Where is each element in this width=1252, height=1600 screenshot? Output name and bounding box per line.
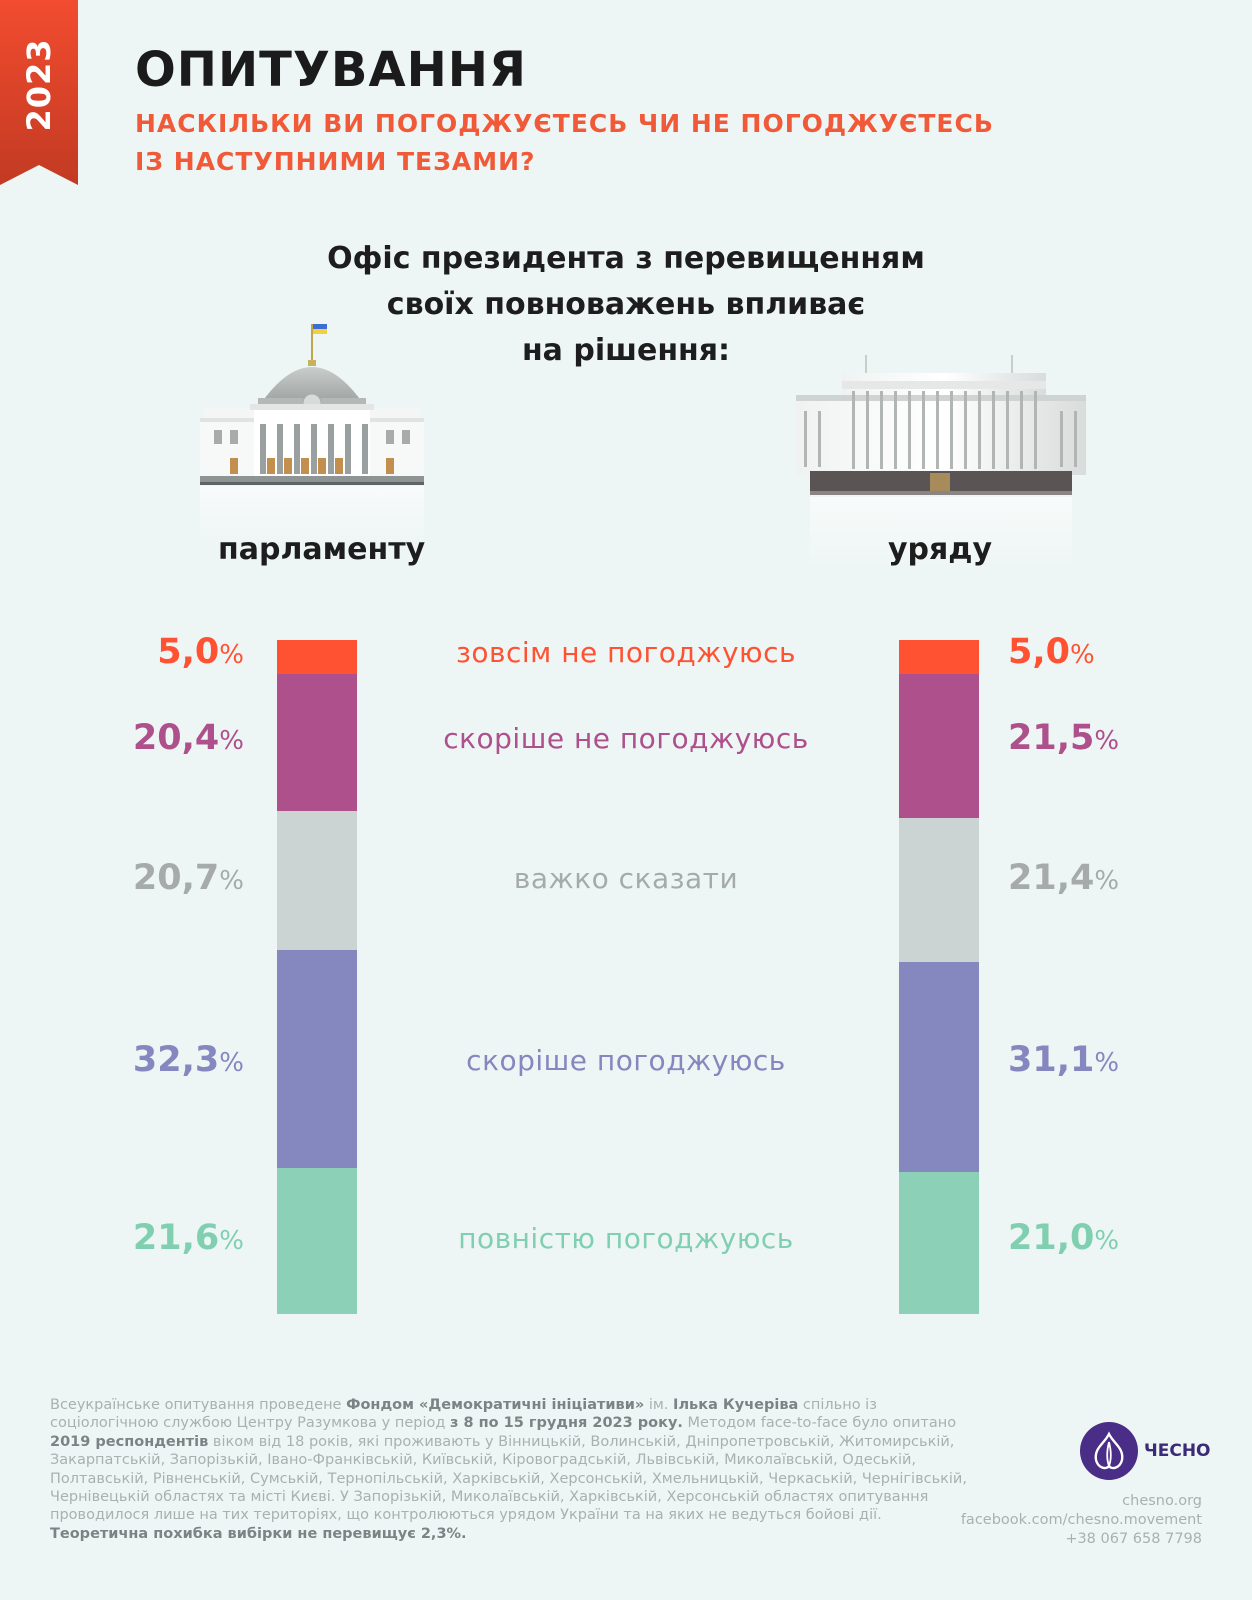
question-line-1: Офіс президента з перевищенням [327,241,925,276]
brand-site-link[interactable]: chesno.org [1122,1493,1202,1509]
category-label-rather-disagree: скоріше не погоджуюсь [443,722,809,755]
footnote-text-1: Всеукраїнське опитування проведене [50,1397,347,1413]
bar-segment-government-rather-agree [899,962,979,1173]
footnote-text-4: Методом face-to-face було опитано [682,1415,957,1432]
value-label-government-hard-to-say: 21,4% [1008,858,1120,898]
footnote-bold-1: Фондом «Демократичні ініціативи» [346,1397,645,1413]
value-label-parliament-hard-to-say: 20,7% [132,858,244,898]
question-line-3: на рішення: [521,333,731,368]
brand-name: ЧЕСНО [1144,1441,1211,1461]
value-label-parliament-rather-agree: 32,3% [132,1040,244,1080]
value-label-government-rather-agree: 31,1% [1008,1040,1120,1080]
value-label-government-strongly-disagree: 5,0% [1008,632,1095,672]
value-label-government-fully-agree: 21,0% [1008,1218,1120,1258]
value-label-government-rather-disagree: 21,5% [1008,718,1120,758]
year-label: 2023 [20,38,58,132]
subtitle-line-2: ІЗ НАСТУПНИМИ ТЕЗАМИ? [135,147,536,176]
stacked-bar-government [899,640,979,1314]
bar-segment-government-strongly-disagree [899,640,979,675]
government-building-icon [796,355,1086,567]
bar-segment-government-hard-to-say [899,818,979,964]
chesno-logo-icon [1080,1422,1138,1480]
column-title-government: уряду [888,532,993,567]
bar-segment-parliament-hard-to-say [277,810,357,951]
footnote-bold-3: з 8 по 15 грудня 2023 року. [450,1415,683,1432]
value-label-parliament-strongly-disagree: 5,0% [157,632,244,672]
year-ribbon: 2023 [0,0,78,185]
question-text: Офіс президента з перевищенням своїх пов… [226,236,1026,374]
brand-contacts: chesno.org facebook.com/chesno.movement … [961,1492,1202,1549]
brand-phone: +38 067 658 7798 [1065,1531,1202,1547]
value-label-parliament-rather-disagree: 20,4% [132,718,244,758]
category-label-fully-agree: повністю погоджуюсь [458,1222,794,1255]
page-subtitle: НАСКІЛЬКИ ВИ ПОГОДЖУЄТЕСЬ ЧИ НЕ ПОГОДЖУЄ… [135,105,1035,181]
parliament-building-icon [200,324,424,546]
category-label-rather-agree: скоріше погоджуюсь [466,1044,786,1077]
brand-facebook-link[interactable]: facebook.com/chesno.movement [960,1512,1202,1528]
value-label-parliament-fully-agree: 21,6% [132,1218,244,1258]
subtitle-line-1: НАСКІЛЬКИ ВИ ПОГОДЖУЄТЕСЬ ЧИ НЕ ПОГОДЖУЄ… [135,109,994,138]
bar-segment-parliament-strongly-disagree [277,640,357,675]
footnote-text-2: ім. [644,1397,674,1413]
page-title: ОПИТУВАННЯ [135,42,527,98]
bar-segment-parliament-fully-agree [277,1167,357,1314]
column-title-parliament: парламенту [218,532,426,567]
question-line-2: своїх повноважень впливає [386,287,866,322]
footnote-text-3: спільно із соціологічною службою Центру … [50,1397,877,1432]
footnote-bold-5: Теоретична похибка вибірки не перевищує … [50,1525,467,1542]
footnote-bold-2: Ілька Кучеріва [673,1397,799,1413]
footnote-bold-4: 2019 респондентів [50,1433,209,1450]
bar-segment-government-fully-agree [899,1171,979,1314]
category-label-hard-to-say: важко сказати [513,862,739,895]
methodology-footnote: Всеукраїнське опитування проведене Фондо… [50,1396,990,1543]
stacked-bar-parliament [277,640,357,1314]
category-label-strongly-disagree: зовсім не погоджуюсь [455,636,797,669]
bar-segment-parliament-rather-disagree [277,673,357,812]
bar-segment-parliament-rather-agree [277,950,357,1169]
bar-segment-government-rather-disagree [899,673,979,820]
footnote-text-5: віком від 18 років, які проживають у Він… [50,1433,967,1524]
